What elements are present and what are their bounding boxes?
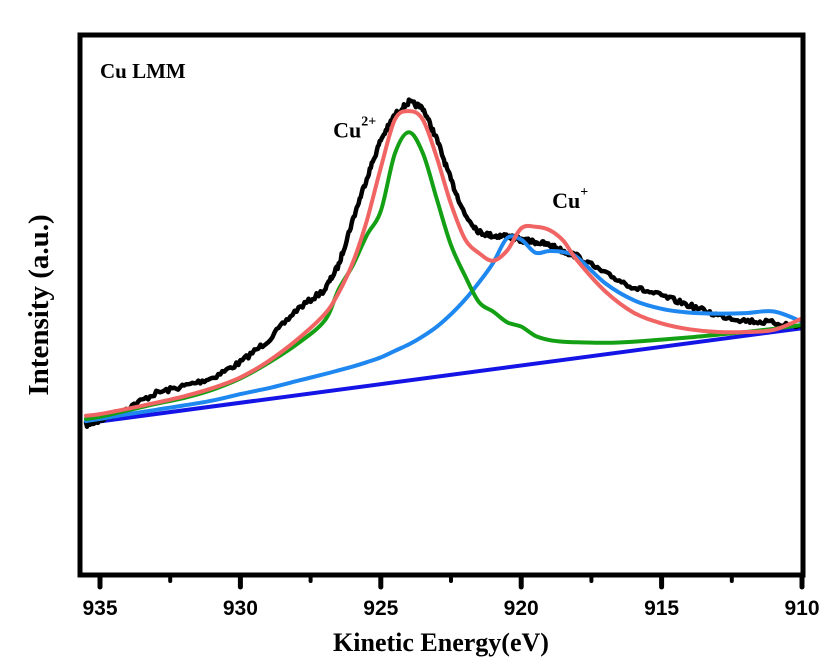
y-axis-title: Intensity (a.u.) <box>23 214 55 395</box>
x-axis-title: Kinetic Energy(eV) <box>333 628 549 657</box>
x-tick-label: 915 <box>644 597 679 620</box>
background-line <box>83 326 804 426</box>
x-tick-labels: 935 930 925 920 915 910 <box>82 597 819 620</box>
x-ticks <box>97 572 805 590</box>
annotation-cuplus-base: Cu <box>552 188 580 213</box>
cuplus-fit-line <box>84 234 804 424</box>
annotation-cu2plus: Cu2+ <box>333 115 376 143</box>
x-tick-label: 935 <box>82 597 117 620</box>
annotations: Cu2+ Cu+ <box>333 115 588 213</box>
curves-layer <box>83 97 805 429</box>
plot-frame <box>77 32 806 578</box>
x-tick-label: 925 <box>363 597 398 620</box>
annotation-cu2plus-base: Cu <box>333 118 361 143</box>
experimental-trace <box>83 97 805 429</box>
annotation-cuplus-sup: + <box>580 185 588 200</box>
chart-title: Cu LMM <box>100 59 186 83</box>
x-tick-label: 930 <box>223 597 258 620</box>
x-tick-label: 910 <box>784 597 819 620</box>
annotation-cu2plus-sup: 2+ <box>361 115 376 130</box>
x-tick-label: 920 <box>504 597 539 620</box>
envelope-fit-line <box>84 109 804 418</box>
annotation-cuplus: Cu+ <box>552 185 588 213</box>
